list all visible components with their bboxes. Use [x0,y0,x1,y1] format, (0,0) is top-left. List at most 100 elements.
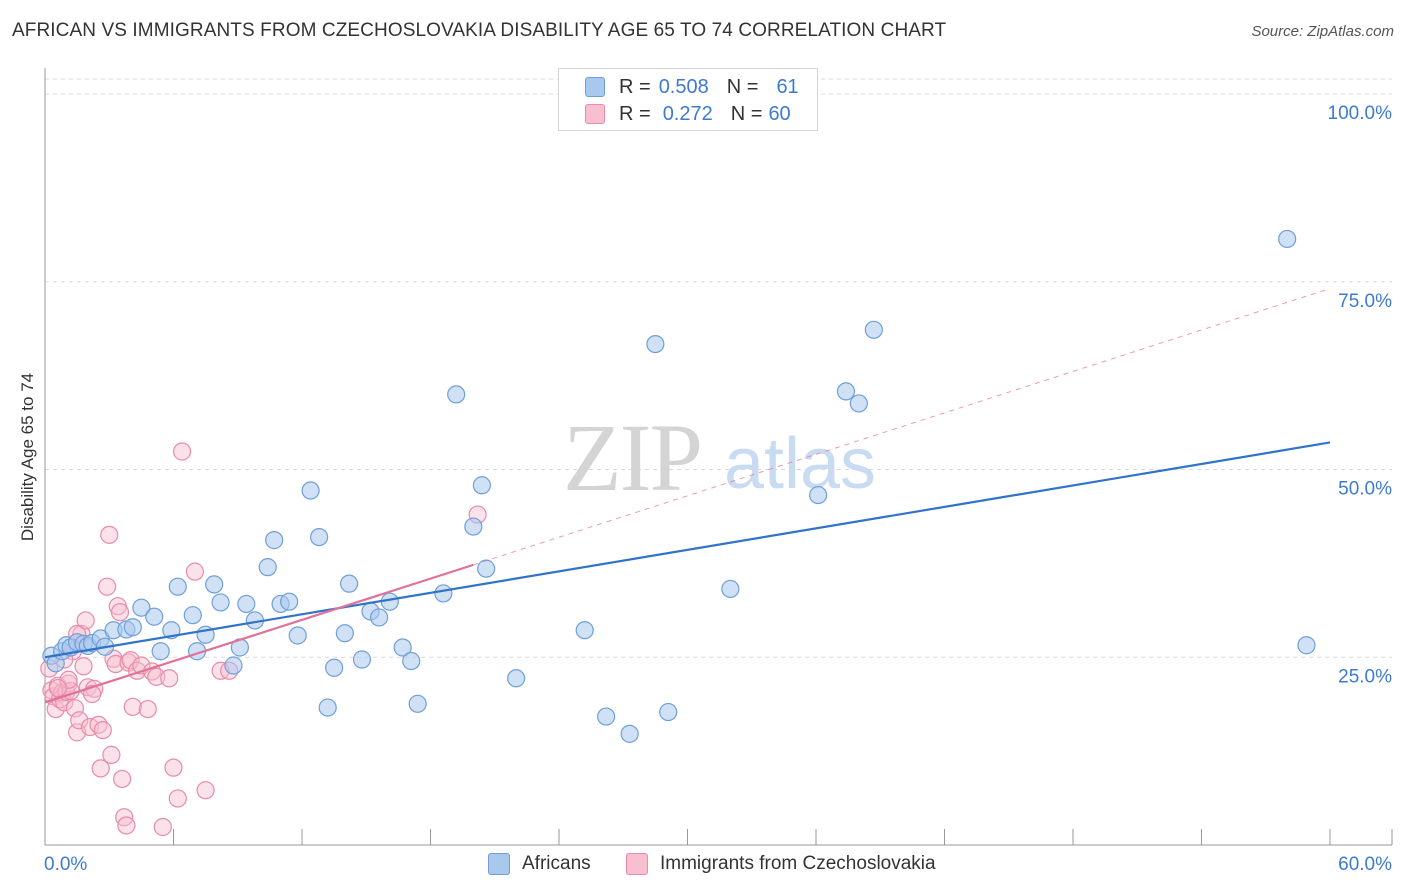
czech-point [70,711,89,730]
legend-r-label: R = [619,102,651,125]
african-point [836,382,856,401]
czech-point [117,816,136,835]
y-tick-label: 100.0% [1328,103,1393,124]
legend-row-czech: R = 0.272 N = 60 [585,102,791,126]
tick-labels: 25.0% 50.0% 75.0% 100.0% 0.0% 60.0% [44,103,1392,875]
african-point [265,531,284,550]
czech-point [98,577,117,596]
czech-point [196,781,215,800]
african-point [168,577,187,596]
bottom-legend-swatch-czech [626,853,648,875]
legend-n-value-africans: 61 [776,75,799,98]
czech-point [168,789,187,808]
legend-swatch-africans [585,77,605,97]
african-point [280,592,299,611]
czech-point [74,657,93,676]
y-tick-label: 75.0% [1338,291,1392,312]
african-point [1278,229,1297,249]
african-point [352,650,372,669]
african-point [575,621,594,640]
czech-point [102,745,121,764]
watermark-atlas: atlas [724,424,876,504]
bottom-legend-africans: Africans [488,852,591,876]
legend-row-africans: R = 0.508 N = 61 [585,75,799,99]
y-axis-label: Disability Age 65 to 74 [18,373,37,541]
african-point [151,642,170,661]
czech-point [185,562,205,581]
legend-r-value-czech: 0.272 [662,102,713,125]
correlation-legend: R = 0.508 N = 61 R = 0.272 N = 60 [558,68,818,131]
czech-point [48,678,67,698]
bottom-legend-swatch-africans [488,853,510,875]
african-point [597,707,616,726]
african-point [183,606,202,625]
african-point [237,594,256,614]
african-point [659,702,678,722]
african-point [809,485,828,505]
african-point [224,656,243,675]
watermark: ZIP atlas [563,404,876,511]
african-point [620,724,639,743]
axes [44,68,1393,846]
african-point [434,584,453,603]
african-point [402,651,421,671]
czech-point [164,758,183,777]
african-point [258,558,277,577]
y-tick-label: 25.0% [1338,666,1392,687]
legend-swatch-czech [585,104,605,124]
african-point [849,394,868,413]
legend-n-label: N = [730,102,763,125]
african-point [1297,636,1316,655]
african-point [464,517,483,536]
african-point [325,658,344,677]
czech-point [160,669,179,688]
african-point [301,481,320,500]
african-point [205,575,224,594]
czech-point [138,699,157,719]
czech-point [93,720,112,740]
czech-point [91,759,110,778]
watermark-zip: ZIP [563,404,701,511]
czech-point [110,603,130,622]
african-point [646,334,665,354]
african-point [477,559,496,578]
legend-r-label: R = [619,75,651,98]
african-point [408,694,427,713]
african-point [318,698,337,717]
czech-point [172,442,192,461]
chart-title: AFRICAN VS IMMIGRANTS FROM CZECHOSLOVAKI… [12,20,947,41]
bottom-legend-czech: Immigrants from Czechoslovakia [626,852,936,876]
legend-n-value-czech: 60 [768,102,791,125]
source-label: Source: ZipAtlas.com [1251,23,1394,40]
czech-point [153,817,172,837]
african-point [145,607,164,626]
africans-trend-line [44,441,1331,659]
bottom-legend-label-africans: Africans [522,853,591,874]
czech-point [100,525,119,544]
x-tick-label-min: 0.0% [44,854,87,875]
y-tick-label: 50.0% [1338,479,1392,500]
x-tick-label-max: 60.0% [1338,854,1392,875]
bottom-legend-label-czech: Immigrants from Czechoslovakia [660,853,936,874]
legend-r-value-africans: 0.508 [658,75,709,98]
african-point [288,626,307,645]
african-point [132,598,151,617]
czech-point [112,769,132,789]
african-point [721,579,740,599]
legend-n-label: N = [726,75,759,98]
african-point [310,527,329,547]
african-point [447,385,466,404]
czech-point [121,651,140,670]
african-point [370,608,389,627]
african-point [340,574,359,593]
trend-lines [44,288,1331,704]
african-point [335,624,354,643]
african-point [864,320,883,339]
czech-point [123,697,142,716]
african-point [211,593,230,612]
czech-trend-line [44,563,474,704]
grid-lines [45,78,1392,658]
african-point [507,669,526,688]
czech-point [65,699,85,718]
